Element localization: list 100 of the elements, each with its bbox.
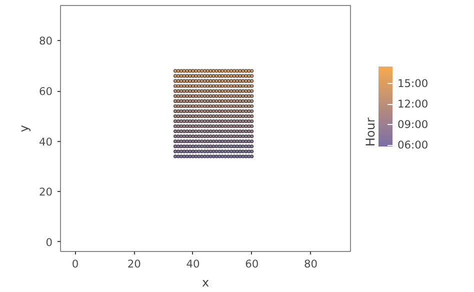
point — [197, 104, 201, 108]
point — [244, 144, 248, 148]
point — [202, 114, 207, 118]
point — [220, 124, 224, 128]
point — [206, 94, 210, 98]
point — [174, 94, 178, 98]
point — [206, 109, 210, 113]
point — [218, 109, 222, 113]
point — [218, 99, 222, 103]
point — [179, 69, 184, 73]
point — [220, 119, 224, 124]
point — [232, 129, 236, 134]
point — [179, 89, 184, 93]
point — [188, 104, 192, 108]
point — [194, 104, 198, 108]
point — [185, 94, 189, 98]
point — [232, 154, 236, 158]
point — [182, 99, 186, 103]
point — [206, 89, 210, 93]
point — [224, 140, 228, 144]
point — [197, 150, 201, 154]
point — [212, 69, 216, 73]
point — [229, 74, 234, 78]
point — [250, 150, 254, 154]
point — [235, 119, 239, 124]
point — [194, 89, 198, 93]
point — [194, 119, 198, 124]
point — [197, 79, 201, 83]
point — [238, 89, 242, 93]
point — [174, 129, 178, 134]
point — [206, 104, 210, 108]
point — [200, 94, 204, 98]
point — [206, 150, 210, 154]
point — [174, 114, 178, 118]
point — [197, 69, 201, 73]
point — [179, 134, 184, 138]
point — [208, 99, 212, 103]
point — [191, 69, 195, 73]
point — [194, 109, 198, 113]
point — [176, 124, 180, 128]
point — [188, 129, 192, 134]
point — [218, 114, 222, 118]
point — [224, 129, 228, 134]
point — [218, 150, 222, 154]
point — [208, 114, 212, 118]
x-tick-label: 40 — [186, 258, 200, 270]
point — [212, 79, 216, 83]
point — [197, 154, 201, 158]
point — [250, 140, 254, 144]
point — [176, 114, 180, 118]
point — [185, 129, 189, 134]
y-tick-label: 60 — [38, 85, 53, 98]
point — [241, 129, 245, 134]
point — [212, 89, 216, 93]
point — [202, 79, 207, 83]
point — [200, 104, 204, 108]
point — [208, 129, 212, 134]
y-tick-label: 40 — [38, 135, 53, 148]
point — [232, 119, 236, 124]
point — [188, 119, 192, 124]
point — [185, 140, 189, 144]
point — [182, 150, 186, 154]
point — [214, 150, 218, 154]
point — [244, 140, 248, 144]
point — [241, 104, 245, 108]
point — [250, 144, 254, 148]
point — [200, 99, 204, 103]
point — [247, 114, 251, 118]
point — [194, 99, 198, 103]
point — [244, 104, 248, 108]
point — [179, 129, 184, 134]
point — [214, 119, 218, 124]
point — [229, 109, 234, 113]
point — [232, 150, 236, 154]
point — [235, 99, 239, 103]
point — [185, 99, 189, 103]
point — [229, 119, 234, 124]
point — [191, 89, 195, 93]
point — [218, 94, 222, 98]
point — [200, 74, 204, 78]
point — [226, 124, 230, 128]
point — [206, 74, 210, 78]
point — [218, 84, 222, 88]
point — [185, 74, 189, 78]
point — [241, 69, 245, 73]
y-tick-label: 20 — [38, 186, 53, 199]
point — [191, 124, 195, 128]
point — [182, 84, 186, 88]
point — [226, 119, 230, 124]
point — [208, 140, 212, 144]
point — [250, 89, 254, 93]
point — [200, 79, 204, 83]
point — [247, 109, 251, 113]
point — [208, 144, 212, 148]
point — [188, 114, 192, 118]
point — [232, 84, 236, 88]
point — [197, 89, 201, 93]
point — [224, 134, 228, 138]
point — [247, 124, 251, 128]
point — [218, 124, 222, 128]
